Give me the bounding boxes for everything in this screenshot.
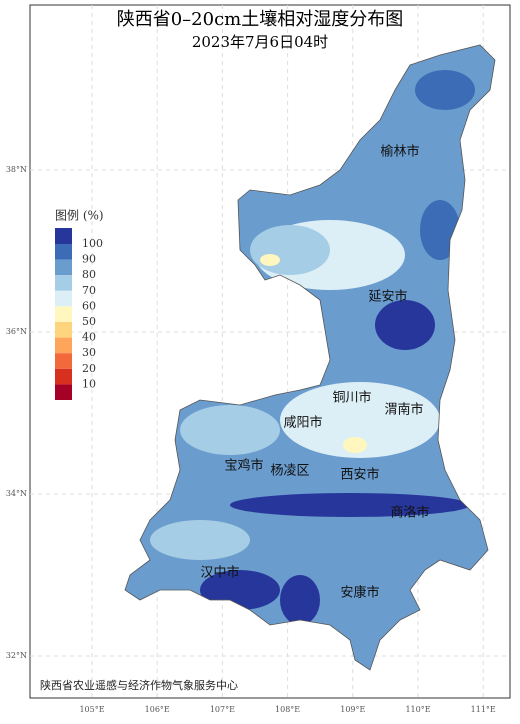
x-axis-label: 111°E <box>471 705 496 714</box>
legend-label: 10 <box>82 377 96 390</box>
city-label: 延安市 <box>368 289 407 305</box>
city-label: 安康市 <box>340 585 379 601</box>
legend-label: 20 <box>82 362 96 375</box>
legend-swatch <box>55 259 72 276</box>
legend-label: 70 <box>82 284 96 297</box>
map-title: 陕西省0–20cm土壤相对湿度分布图 <box>117 9 404 30</box>
x-axis-label: 109°E <box>340 705 365 714</box>
city-label: 铜川市 <box>332 390 371 406</box>
legend-swatch <box>55 337 72 354</box>
y-axis-label: 34°N <box>6 489 27 498</box>
legend-title: 图例 (%) <box>55 209 104 223</box>
x-axis-label: 108°E <box>275 705 300 714</box>
legend-swatch <box>55 244 72 260</box>
legend-label: 90 <box>82 253 96 266</box>
legend-label: 80 <box>82 268 96 281</box>
y-axis-label: 32°N <box>6 651 27 660</box>
city-label: 汉中市 <box>200 565 239 581</box>
legend-label: 30 <box>82 346 96 359</box>
x-axis-label: 110°E <box>405 705 430 714</box>
legend-swatch <box>55 275 72 291</box>
city-label: 咸阳市 <box>283 415 322 431</box>
city-label: 宝鸡市 <box>224 458 263 474</box>
x-axis-label: 105°E <box>79 705 104 714</box>
city-label: 商洛市 <box>390 505 429 521</box>
legend-label: 40 <box>82 331 96 344</box>
legend-label: 50 <box>82 315 96 328</box>
legend-swatch <box>55 353 72 369</box>
legend-swatch <box>55 306 72 322</box>
x-axis-label: 107°E <box>210 705 235 714</box>
legend-swatch <box>55 228 72 244</box>
legend-label: 60 <box>82 299 96 312</box>
footer: 陕西省农业遥感与经济作物气象服务中心 <box>40 678 238 692</box>
map-subtitle: 2023年7月6日04时 <box>192 33 328 51</box>
legend-swatch <box>55 322 72 338</box>
city-label: 渭南市 <box>384 402 423 418</box>
city-label: 西安市 <box>340 467 379 483</box>
y-axis-label: 38°N <box>6 165 27 174</box>
legend-swatch <box>55 368 72 385</box>
legend-swatch <box>55 384 72 400</box>
legend-label: 100 <box>82 237 103 250</box>
legend-swatch <box>55 290 72 307</box>
city-label: 榆林市 <box>380 144 419 160</box>
y-axis-label: 36°N <box>6 327 27 336</box>
city-label: 杨凌区 <box>270 464 309 479</box>
x-axis-label: 106°E <box>145 705 170 714</box>
